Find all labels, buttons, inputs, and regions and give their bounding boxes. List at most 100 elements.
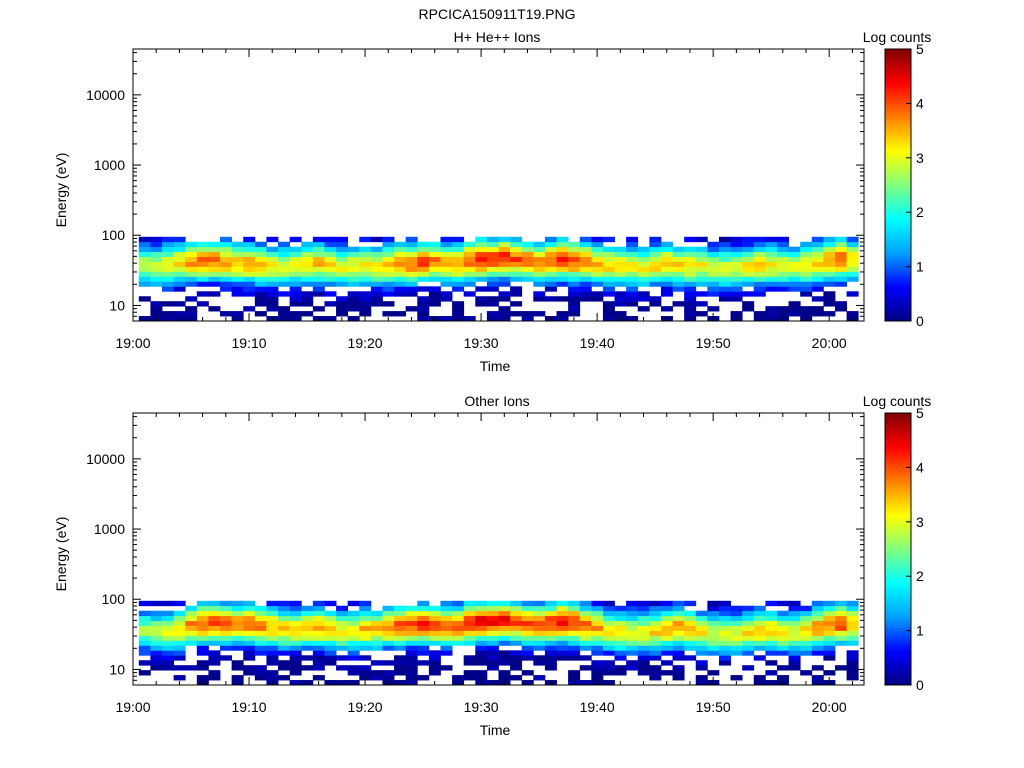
heatmap-cell (788, 246, 801, 253)
heatmap-cell (359, 610, 372, 617)
heatmap-cell (510, 256, 523, 262)
heatmap-cell (510, 605, 523, 612)
heatmap-cell (846, 241, 859, 248)
heatmap-cell (602, 665, 615, 671)
heatmap-cell (521, 251, 534, 258)
heatmap-cell (544, 600, 557, 607)
heatmap-cell (765, 600, 778, 607)
heatmap-cell (196, 640, 209, 646)
heatmap-cell (811, 680, 824, 686)
y-tick-label: 10 (109, 661, 125, 677)
heatmap-cell (684, 261, 697, 267)
heatmap-cell (544, 271, 557, 277)
heatmap-cell (173, 276, 186, 282)
heatmap-cell (498, 306, 511, 312)
heatmap-cell (718, 640, 731, 646)
heatmap-cell (800, 645, 813, 651)
heatmap-cell (220, 246, 233, 253)
colorbar-strip (885, 619, 911, 623)
heatmap-cell (672, 286, 685, 292)
heatmap-cell (475, 271, 488, 277)
heatmap-cell (417, 610, 430, 617)
colorbar-strip (885, 171, 911, 175)
heatmap-cell (463, 246, 476, 253)
heatmap-cell (695, 291, 708, 297)
heatmap-cell (614, 256, 627, 262)
heatmap-cell (707, 271, 720, 277)
heatmap-cell (452, 236, 465, 243)
colorbar-strip (885, 250, 911, 254)
heatmap-cell (243, 635, 256, 641)
heatmap-cell (730, 281, 743, 287)
colorbar-strip (885, 559, 911, 564)
heatmap-cell (695, 246, 708, 253)
heatmap-cell (428, 296, 441, 302)
heatmap-cell (788, 610, 801, 617)
heatmap-cell (359, 635, 372, 641)
heatmap-cell (150, 645, 163, 651)
heatmap-cell (591, 645, 604, 651)
heatmap-cell (579, 600, 592, 607)
heatmap-cell (811, 605, 824, 612)
heatmap-cell (544, 296, 557, 302)
heatmap-cell (602, 251, 615, 258)
heatmap-cell (254, 615, 267, 622)
heatmap-cell (533, 241, 546, 248)
heatmap-cell (220, 256, 233, 262)
heatmap-cell (742, 246, 755, 253)
heatmap-cell (544, 281, 557, 287)
heatmap-cell (649, 675, 662, 681)
heatmap-cell (278, 625, 291, 631)
heatmap-cell (510, 675, 523, 681)
heatmap-cell (382, 615, 395, 622)
heatmap-cell (231, 286, 244, 292)
heatmap-cell (846, 670, 859, 676)
heatmap-cell (336, 655, 349, 661)
heatmap-cell (486, 665, 499, 671)
heatmap-cell (672, 246, 685, 253)
heatmap-cell (208, 246, 221, 253)
heatmap-cell (208, 630, 221, 636)
heatmap-cell (533, 271, 546, 277)
heatmap-cell (208, 660, 221, 666)
heatmap-cell (765, 306, 778, 312)
heatmap-cell (707, 276, 720, 282)
heatmap-cell (463, 625, 476, 631)
heatmap-cell (591, 640, 604, 646)
heatmap-cell (672, 675, 685, 681)
colorbar-tick-label: 0 (916, 677, 924, 693)
heatmap-cell (800, 251, 813, 258)
heatmap-cell (800, 306, 813, 312)
heatmap-cell (370, 630, 383, 636)
heatmap-cell (301, 680, 314, 686)
heatmap-cell (834, 301, 847, 307)
colorbar-strip (885, 584, 911, 588)
colorbar-strip (885, 277, 911, 281)
heatmap-cell (359, 261, 372, 267)
heatmap-cell (336, 261, 349, 267)
heatmap-cell (533, 256, 546, 262)
heatmap-cell (382, 605, 395, 612)
heatmap-cell (324, 256, 337, 262)
heatmap-cell (579, 605, 592, 612)
heatmap-cell (776, 600, 789, 607)
heatmap-cell (765, 241, 778, 248)
colorbar-strip (885, 307, 911, 311)
heatmap-cell (614, 281, 627, 287)
heatmap-cell (196, 600, 209, 607)
heatmap-cell (846, 261, 859, 267)
heatmap-cell (394, 281, 407, 287)
heatmap-cell (185, 635, 198, 641)
heatmap-cell (510, 241, 523, 248)
heatmap-cell (498, 291, 511, 297)
heatmap-cell (150, 266, 163, 272)
heatmap-cell (695, 281, 708, 287)
heatmap-cell (231, 680, 244, 686)
heatmap-cell (788, 605, 801, 612)
heatmap-cell (150, 281, 163, 287)
heatmap-cell (278, 256, 291, 262)
heatmap-cell (718, 261, 731, 267)
heatmap-cell (579, 635, 592, 641)
heatmap-cell (649, 670, 662, 676)
